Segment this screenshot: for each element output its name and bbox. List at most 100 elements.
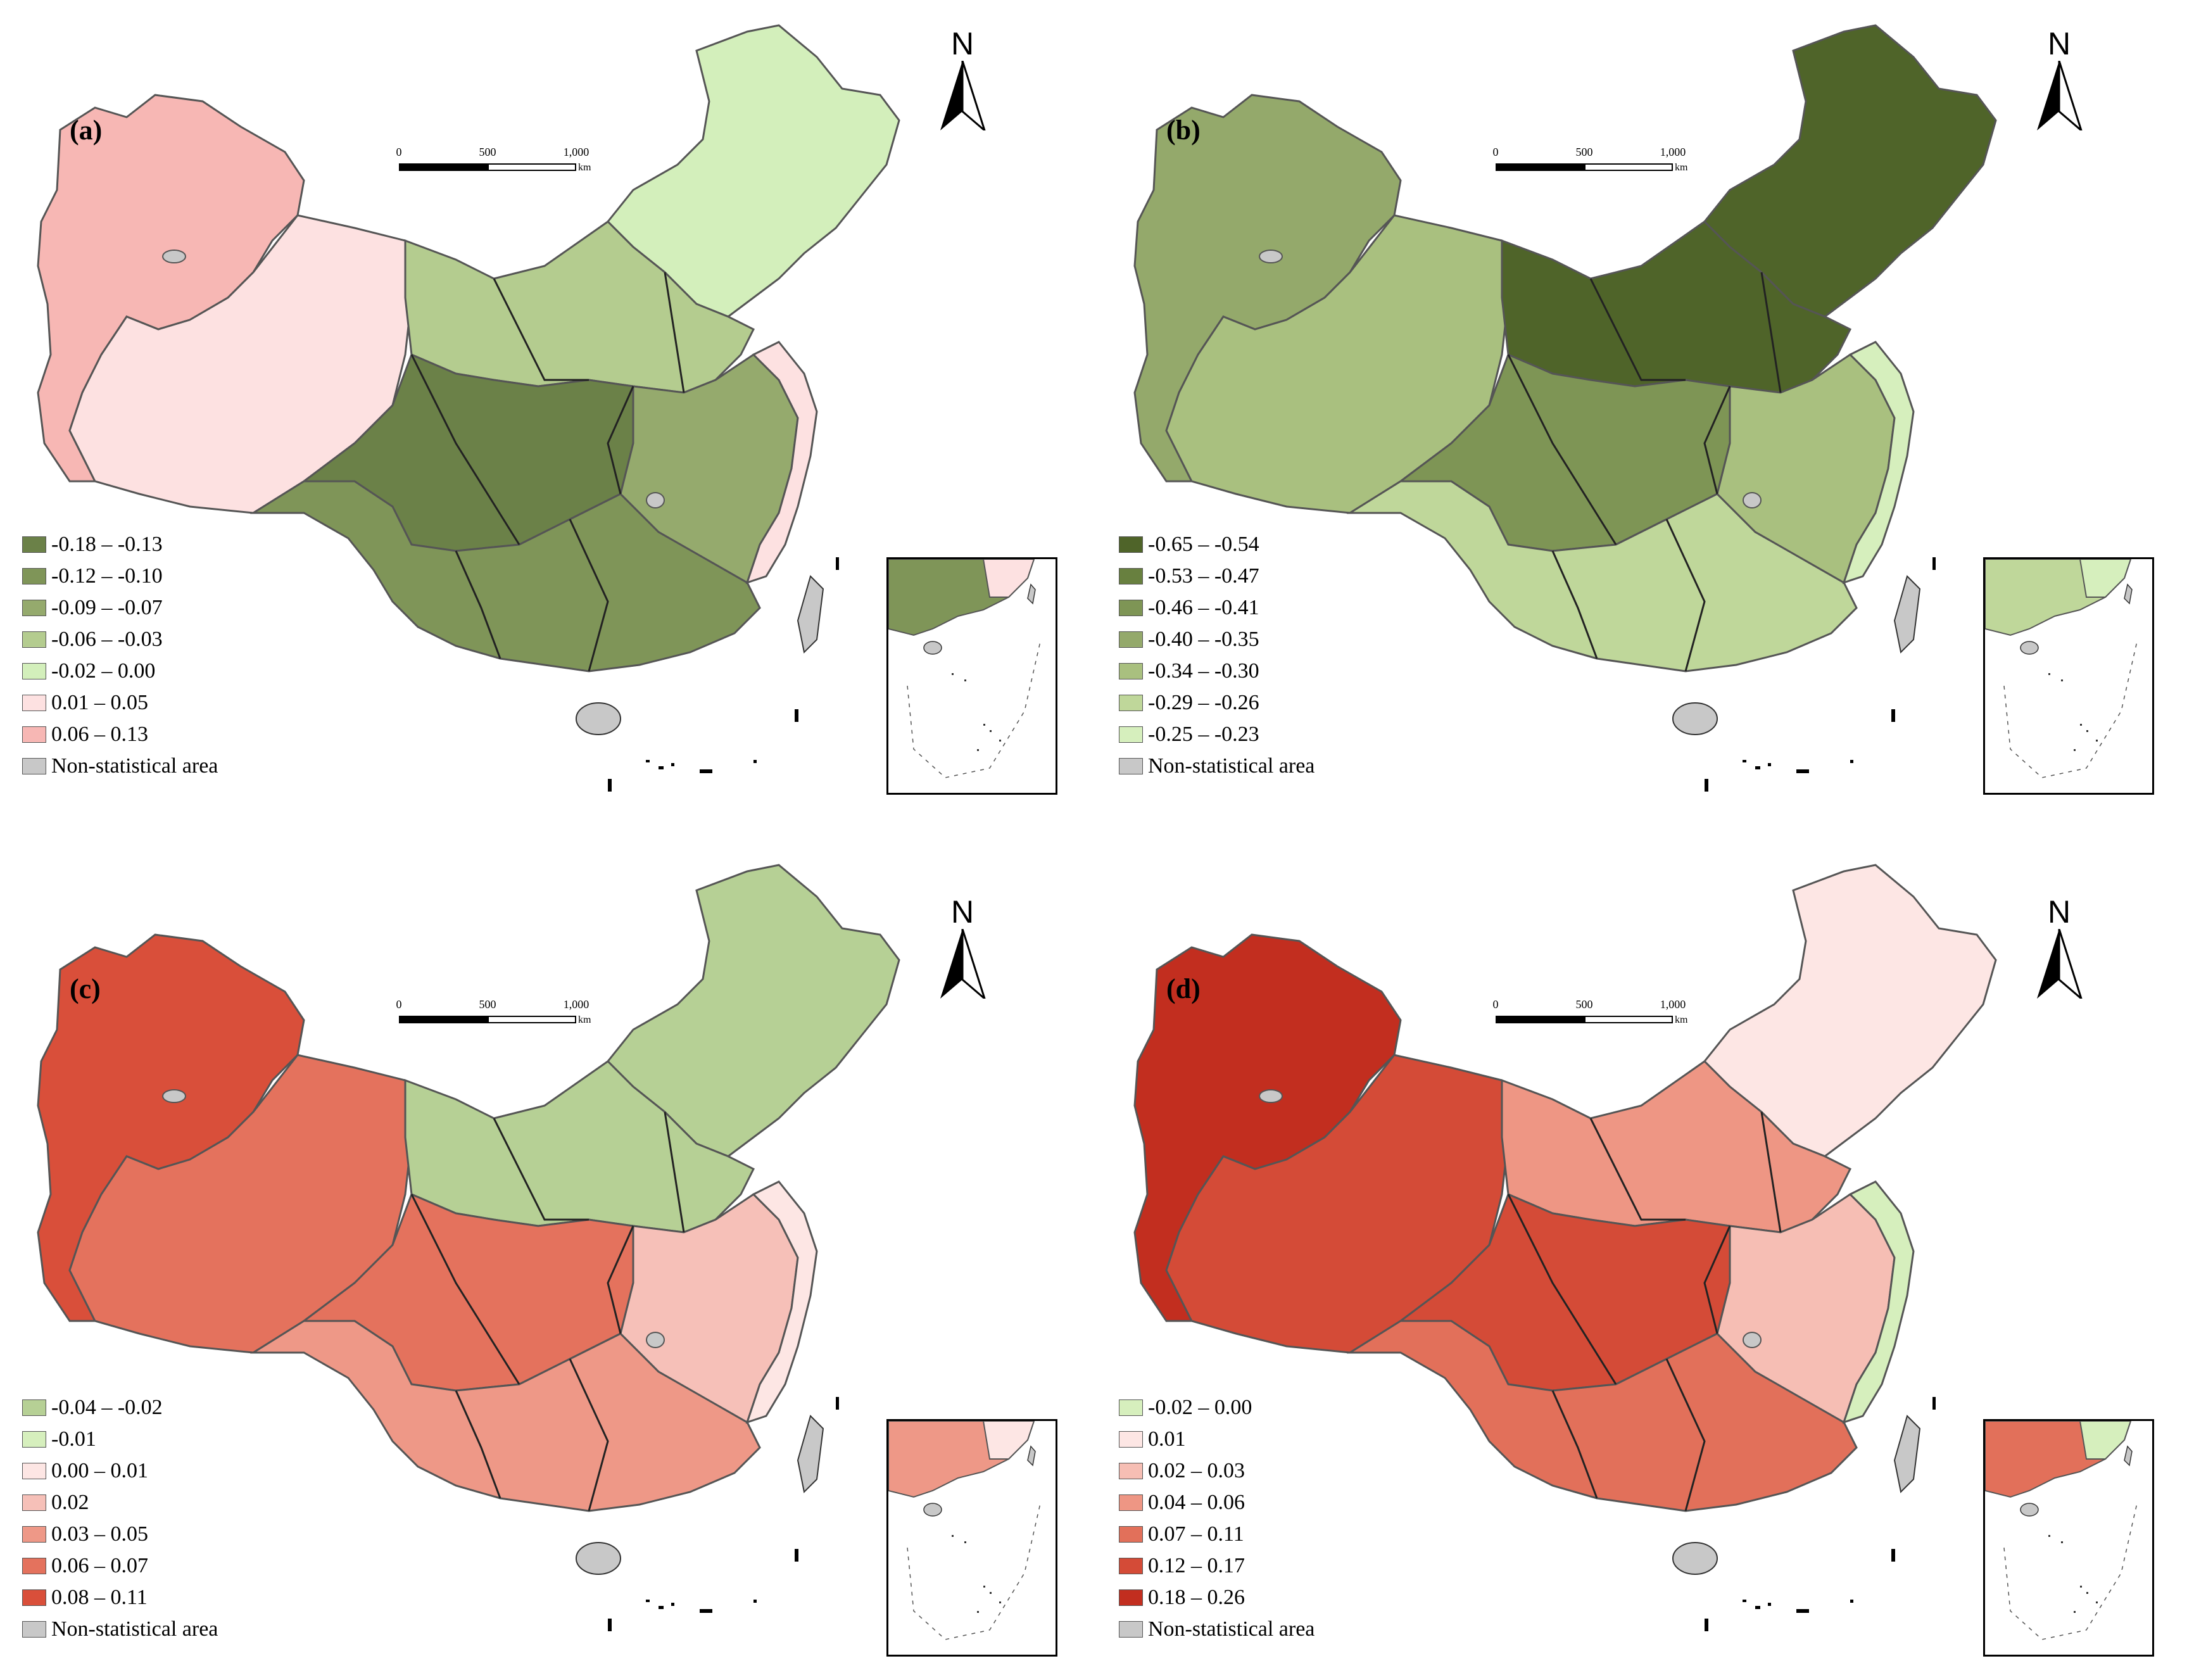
legend-item: 0.02 – 0.03	[1119, 1455, 1315, 1487]
legend-swatch	[22, 663, 46, 679]
scale-tick: 1,000	[1660, 998, 1686, 1011]
non-statistical-area	[1259, 1089, 1283, 1103]
legend-label: -0.04 – -0.02	[51, 1396, 163, 1419]
north-arrow: N	[934, 25, 991, 133]
map-panel-c: (c) N 0 500 1,000 km -0.04 – -0.02 -0.01 …	[0, 840, 1097, 1679]
legend-swatch	[22, 758, 46, 774]
north-arrow: N	[2031, 25, 2088, 133]
legend-item: -0.53 – -0.47	[1119, 560, 1315, 592]
legend-label: 0.06 – 0.13	[51, 723, 148, 746]
map-panel-a: (a) N 0 500 1,000 km -0.18 – -0.13 -0.12 …	[0, 0, 1097, 840]
legend-item: Non-statistical area	[1119, 1614, 1315, 1645]
legend-item: -0.18 – -0.13	[22, 529, 218, 560]
taiwan	[1893, 575, 1921, 654]
legend-item: -0.06 – -0.03	[22, 624, 218, 655]
legend-swatch	[22, 1558, 46, 1574]
legend-label: 0.12 – 0.17	[1148, 1554, 1245, 1577]
legend-label: -0.46 – -0.41	[1148, 596, 1259, 619]
legend-swatch	[1119, 1621, 1143, 1638]
legend-label: -0.65 – -0.54	[1148, 533, 1259, 556]
scale-bar: 0 500 1,000 km	[1492, 146, 1688, 184]
panel-label: (c)	[70, 973, 101, 1004]
legend-swatch	[22, 1463, 46, 1479]
scale-bar-black	[399, 1016, 488, 1023]
legend: -0.65 – -0.54 -0.53 – -0.47 -0.46 – -0.4…	[1119, 529, 1315, 782]
legend: -0.02 – 0.00 0.01 0.02 – 0.03 0.04 – 0.0…	[1119, 1392, 1315, 1645]
legend-label: -0.02 – 0.00	[51, 659, 156, 683]
legend-label: 0.04 – 0.06	[1148, 1491, 1245, 1514]
legend-swatch	[1119, 536, 1143, 553]
scale-tick: 1,000	[563, 998, 589, 1011]
north-label: N	[2047, 894, 2071, 930]
region-south	[249, 1320, 761, 1512]
non-statistical-area	[1743, 1332, 1762, 1348]
legend-swatch	[22, 1494, 46, 1511]
legend-swatch	[22, 1589, 46, 1606]
legend-label: 0.18 – 0.26	[1148, 1586, 1245, 1609]
legend-item: 0.12 – 0.17	[1119, 1550, 1315, 1582]
legend-swatch	[1119, 1526, 1143, 1543]
legend-swatch	[1119, 726, 1143, 743]
china-map	[37, 24, 900, 792]
legend-item: Non-statistical area	[22, 1614, 218, 1645]
north-arrow-icon	[2037, 929, 2083, 999]
scale-bar-white	[1584, 163, 1673, 171]
non-statistical-area	[1259, 249, 1283, 263]
legend-swatch	[1119, 1494, 1143, 1511]
legend-swatch	[1119, 695, 1143, 711]
legend-label: -0.12 – -0.10	[51, 564, 163, 588]
legend-swatch	[22, 631, 46, 648]
legend-item: 0.01	[1119, 1424, 1315, 1455]
legend-label: 0.03 – 0.05	[51, 1522, 148, 1546]
legend-swatch	[1119, 1463, 1143, 1479]
legend-label: 0.07 – 0.11	[1148, 1522, 1244, 1546]
region-northeast	[606, 24, 900, 318]
legend-item: 0.00 – 0.01	[22, 1455, 218, 1487]
scale-tick: 1,000	[563, 146, 589, 158]
legend-label: -0.34 – -0.30	[1148, 659, 1259, 683]
taiwan	[1893, 1415, 1921, 1494]
legend-swatch	[1119, 600, 1143, 616]
province-boundaries	[1507, 1111, 1782, 1512]
legend: -0.04 – -0.02 -0.01 0.00 – 0.01 0.02 0.0…	[22, 1392, 218, 1645]
south-sea-islands	[608, 1397, 839, 1631]
scale-tick: 0	[1492, 146, 1499, 158]
china-map	[1133, 24, 1997, 792]
legend-swatch	[1119, 1399, 1143, 1416]
region-coast	[1842, 1180, 1915, 1424]
scale-unit: km	[578, 162, 591, 173]
non-statistical-area	[162, 1089, 186, 1103]
scale-tick: 1,000	[1660, 146, 1686, 158]
scale-tick: 500	[479, 146, 496, 158]
region-coast	[1842, 341, 1915, 584]
scale-bar-white	[488, 1016, 576, 1023]
map-panel-d: (d) N 0 500 1,000 km -0.02 – 0.00 0.01 0.…	[1097, 840, 2193, 1679]
region-coast	[745, 341, 818, 584]
legend-label: -0.02 – 0.00	[1148, 1396, 1252, 1419]
south-china-sea-inset	[1983, 1419, 2154, 1657]
legend-item: -0.40 – -0.35	[1119, 624, 1315, 655]
inset-map	[888, 1421, 1041, 1640]
legend-item: 0.04 – 0.06	[1119, 1487, 1315, 1519]
china-map	[37, 864, 900, 1631]
legend-item: -0.34 – -0.30	[1119, 655, 1315, 687]
legend-label: 0.01 – 0.05	[51, 691, 148, 714]
scale-tick: 500	[1575, 146, 1593, 158]
north-arrow: N	[2031, 894, 2088, 1001]
region-south	[249, 480, 761, 673]
panel-label: (a)	[70, 115, 103, 146]
legend-label: Non-statistical area	[51, 1617, 218, 1641]
legend-label: 0.06 – 0.07	[51, 1554, 148, 1577]
scale-unit: km	[1675, 1014, 1688, 1025]
panel-label: (d)	[1166, 973, 1201, 1004]
legend-label: -0.18 – -0.13	[51, 533, 163, 556]
legend: -0.18 – -0.13 -0.12 – -0.10 -0.09 – -0.0…	[22, 529, 218, 782]
inset-map	[888, 559, 1041, 778]
legend-item: -0.02 – 0.00	[1119, 1392, 1315, 1424]
legend-swatch	[1119, 663, 1143, 679]
hainan	[576, 1542, 621, 1575]
legend-label: -0.25 – -0.23	[1148, 723, 1259, 746]
legend-item: 0.02	[22, 1487, 218, 1519]
scale-bar-black	[1496, 163, 1584, 171]
region-south	[1346, 1320, 1858, 1512]
